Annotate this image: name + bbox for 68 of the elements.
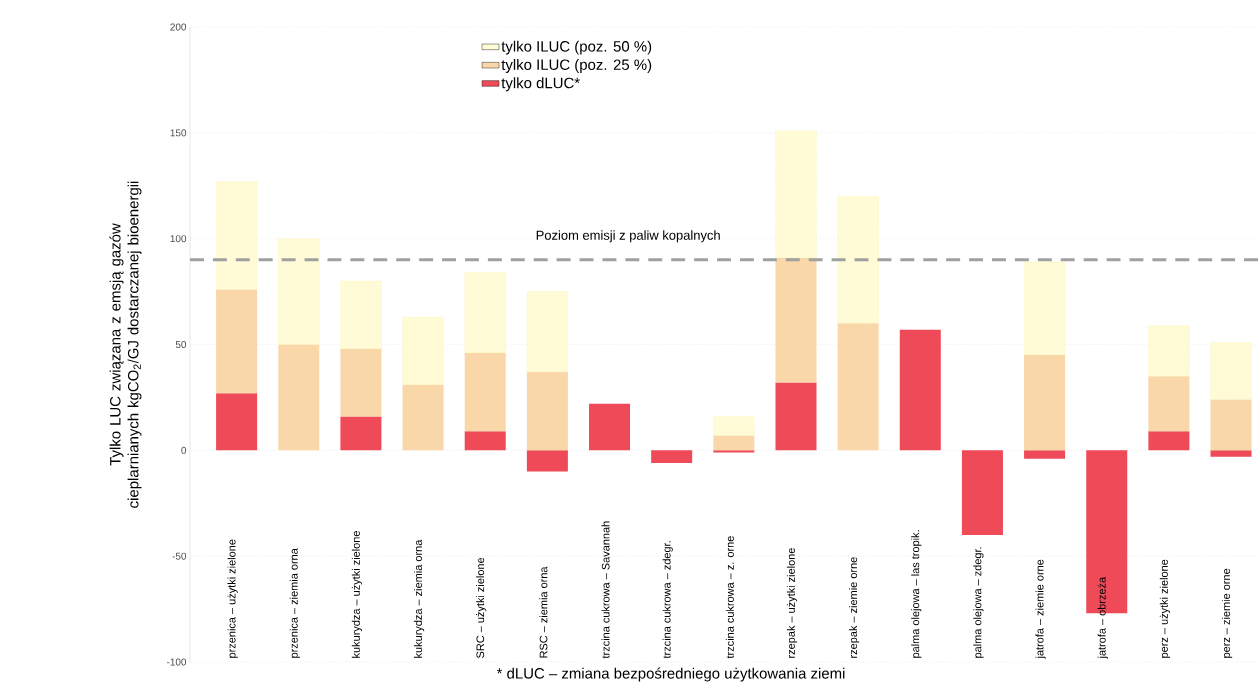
x-tick-label: jatrofa – obrzeża: [1097, 576, 1108, 659]
y-tick-label: -100: [166, 658, 187, 666]
bar: [278, 344, 320, 451]
y-tick-label: 100: [170, 235, 187, 243]
bar: [215, 181, 258, 290]
bar: [278, 238, 320, 345]
bar: [1210, 399, 1252, 451]
y-axis-title: Tylko LUC związana z emsją gazów cieplarnianych kgCO$_{2}$/GJ dostarczanej bioenergii: [109, 181, 142, 508]
bar: [589, 403, 631, 451]
x-tick-label: kukurydza – ziemia orna: [413, 539, 425, 658]
x-tick-label: SRC – użytki zielone: [476, 557, 487, 658]
bar: [216, 289, 258, 394]
x-tick-label: rzepak – ziemie orne: [849, 557, 860, 658]
bar: [1210, 342, 1252, 400]
bar: [1024, 450, 1066, 459]
legend-label: tylko ILUC (poz. 25 %): [501, 59, 652, 73]
x-tick-label: jatrofa – ziemie orne: [1035, 559, 1046, 659]
x-tick-label: perz – ziemie orne: [1221, 568, 1233, 658]
legend-label: tylko dLUC*: [501, 77, 580, 92]
bar: [1148, 325, 1190, 377]
bar: [402, 316, 444, 385]
text: * dLUC – zmiana bezpośredniego użytkowania ziemi: [496, 667, 845, 682]
x-tick-label: trzcina cukrowa – z. orne: [725, 536, 734, 659]
bar: [651, 450, 693, 464]
bar: [216, 393, 258, 451]
bar: [526, 450, 568, 472]
bar: [526, 372, 568, 451]
y-tick-label: 150: [170, 129, 187, 137]
bar: [1148, 431, 1190, 451]
bar: [713, 435, 755, 451]
y-tick-label: 0: [181, 446, 187, 454]
bar: [837, 196, 879, 324]
bar: [713, 416, 755, 436]
y-tick-label: 50: [175, 340, 187, 349]
y-tick-label: -50: [172, 552, 187, 560]
bar: [775, 130, 817, 258]
ref-line-label: Poziom emisji z paliw kopalnych: [536, 230, 720, 243]
bar: [526, 291, 569, 373]
bar: [402, 384, 444, 451]
x-tick-label: przenica – użytki zielone: [227, 539, 238, 658]
bar: [899, 329, 941, 451]
bar: [464, 352, 506, 432]
bar: [713, 450, 755, 453]
bar: [1148, 376, 1190, 432]
bar: [1024, 355, 1066, 451]
x-tick-label: kukurydza – użytki zielone: [351, 531, 363, 658]
bar: [1210, 450, 1252, 457]
x-tick-label: perz – użytki zielone: [1159, 559, 1170, 658]
x-tick-label: palma olejowa – las tropik.: [911, 530, 922, 658]
bar: [340, 416, 382, 451]
legend-label: tylko ILUC (poz. 50 %): [501, 40, 652, 55]
bar: [1023, 261, 1066, 356]
bar: [775, 257, 817, 383]
x-tick-label: palma olejowa – zdegr.: [973, 547, 984, 658]
x-tick-label: trzcina cukrowa – zdegr.: [662, 541, 673, 659]
bar: [775, 382, 817, 451]
bar: [961, 450, 1003, 535]
y-tick-label: 200: [170, 23, 187, 31]
bar: [1086, 450, 1128, 614]
bar: [837, 323, 879, 451]
x-tick-label: przenica – ziemia orna: [289, 548, 300, 658]
x-tick-label: trzcina cukrowa – Savannah: [601, 521, 610, 659]
x-tick-label: rzepak – użytki zielone: [786, 548, 798, 658]
bar: [340, 280, 382, 349]
x-tick-label: RSC – ziemia orna: [539, 566, 548, 658]
bar: [340, 348, 382, 417]
bar: [464, 431, 506, 451]
bar: [464, 272, 506, 354]
